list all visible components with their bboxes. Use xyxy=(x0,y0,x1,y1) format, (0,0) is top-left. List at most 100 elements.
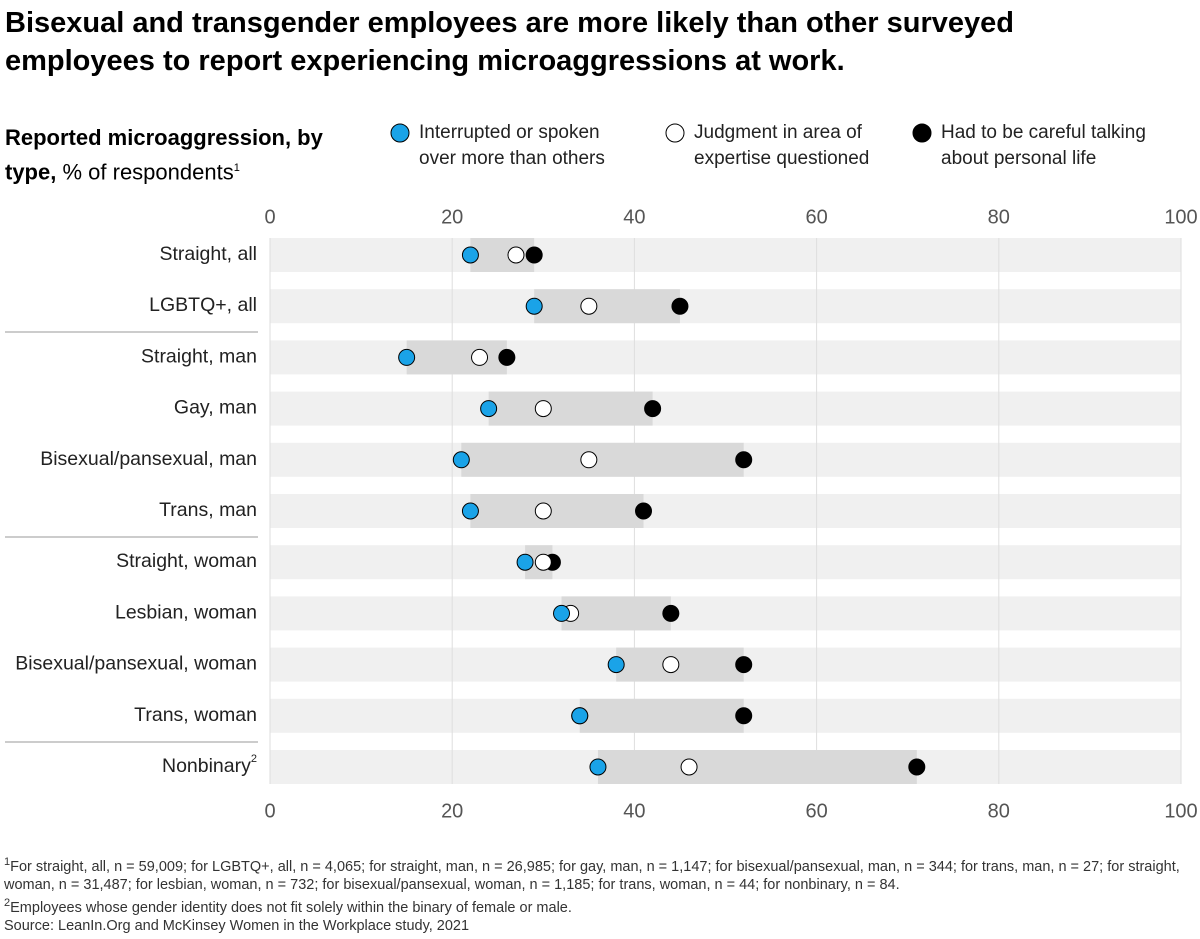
range-bar xyxy=(579,698,744,733)
category-text: Trans, man xyxy=(159,499,257,521)
dot xyxy=(452,451,470,469)
range-bar xyxy=(461,442,744,477)
subtitle: Reported microaggression, by type, % of … xyxy=(5,122,335,187)
footnote-marker: 1 xyxy=(233,162,240,174)
category-label: Bisexual/pansexual, woman xyxy=(15,653,257,675)
source: Source: LeanIn.Org and McKinsey Women in… xyxy=(4,917,470,934)
legend-label: Interrupted or spoken over more than oth… xyxy=(419,122,605,169)
dot xyxy=(534,502,552,520)
range-bar xyxy=(470,494,644,528)
x-tick-label: 0 xyxy=(264,800,275,822)
category-label: Gay, man xyxy=(174,397,257,419)
x-tick-label: 20 xyxy=(441,800,463,822)
x-tick-label: 80 xyxy=(988,206,1010,228)
dot xyxy=(908,758,926,776)
dot xyxy=(471,348,489,366)
dot xyxy=(580,451,598,469)
dot xyxy=(525,246,543,264)
dot xyxy=(498,348,516,366)
row-band xyxy=(270,391,1181,426)
dot xyxy=(735,656,753,674)
dot xyxy=(461,246,479,264)
subtitle-text: % of respondents xyxy=(62,159,234,185)
category-text: LGBTQ+, all xyxy=(149,294,257,316)
category-label: Trans, woman xyxy=(134,704,257,726)
category-text: Straight, woman xyxy=(116,550,257,572)
dot xyxy=(525,297,543,315)
category-label: Lesbian, woman xyxy=(115,602,257,624)
category-text: Trans, woman xyxy=(134,704,257,726)
range-bar xyxy=(406,340,507,375)
dot xyxy=(534,400,552,418)
category-label: Straight, woman xyxy=(116,550,257,572)
x-tick-label: 100 xyxy=(1164,800,1197,822)
x-tick-label: 40 xyxy=(623,206,645,228)
footnote-mark: 1 xyxy=(4,856,11,868)
category-label: Nonbinary2 xyxy=(162,753,257,777)
row-band xyxy=(270,238,1181,272)
footnote-mark: 2 xyxy=(4,896,11,909)
dot xyxy=(480,400,498,418)
range-bar xyxy=(488,391,653,426)
category-label: Bisexual/pansexual, man xyxy=(40,448,257,470)
category-text: Bisexual/pansexual, woman xyxy=(15,653,257,675)
footnotes: 1For straight, all, n = 59,009; for LGBT… xyxy=(4,853,1196,935)
row-band xyxy=(270,596,1181,631)
dot xyxy=(680,758,698,776)
range-bar xyxy=(534,289,680,324)
x-tick-label: 0 xyxy=(264,206,275,228)
category-text: Nonbinary xyxy=(162,755,251,777)
dot xyxy=(507,246,525,264)
dot xyxy=(461,502,479,520)
x-tick-label: 40 xyxy=(623,800,645,822)
dot xyxy=(644,400,662,418)
row-band xyxy=(270,289,1181,324)
dot xyxy=(398,348,416,366)
legend-label: Had to be careful talking about personal… xyxy=(941,122,1146,169)
category-label: Straight, all xyxy=(159,243,257,265)
subtitle-bold: Reported microaggression, by type, xyxy=(5,125,323,185)
x-tick-label: 20 xyxy=(441,206,463,228)
x-tick-label: 100 xyxy=(1164,206,1197,228)
category-label: Trans, man xyxy=(159,499,257,521)
range-bar xyxy=(561,596,671,631)
dot xyxy=(553,604,571,622)
dot xyxy=(571,707,589,725)
x-tick-label: 80 xyxy=(988,800,1010,822)
dot xyxy=(516,553,534,571)
x-tick-label: 60 xyxy=(805,800,827,822)
row-band xyxy=(270,545,1181,580)
dot xyxy=(589,758,607,776)
row-band xyxy=(270,494,1181,528)
category-text: Straight, all xyxy=(159,243,257,265)
category-text: Bisexual/pansexual, man xyxy=(40,448,257,470)
legend-marker xyxy=(912,123,932,143)
range-bar xyxy=(616,647,744,682)
category-text: Lesbian, woman xyxy=(115,602,257,624)
category-text: Gay, man xyxy=(174,397,257,419)
dot xyxy=(534,553,552,571)
footnote: 1For straight, all, n = 59,009; for LGBT… xyxy=(4,853,1196,894)
dot xyxy=(580,297,598,315)
footnote-marker: 2 xyxy=(251,753,257,765)
dot xyxy=(662,656,680,674)
dot xyxy=(635,502,653,520)
dot xyxy=(735,707,753,725)
x-tick-label: 60 xyxy=(805,206,827,228)
category-label: LGBTQ+, all xyxy=(149,294,257,316)
dot xyxy=(735,451,753,469)
range-bar xyxy=(597,750,917,784)
footnote-text: Employees whose gender identity does not… xyxy=(10,899,572,916)
legend-marker xyxy=(390,123,410,143)
footnote-text: For straight, all, n = 59,009; for LGBTQ… xyxy=(4,858,1180,893)
legend-marker xyxy=(665,123,685,143)
dot xyxy=(607,656,625,674)
dot xyxy=(662,604,680,622)
chart-title: Bisexual and transgender employees are m… xyxy=(5,7,1014,77)
range-bar xyxy=(470,238,535,272)
category-label: Straight, man xyxy=(141,346,257,368)
dot xyxy=(671,297,689,315)
category-text: Straight, man xyxy=(141,346,257,368)
